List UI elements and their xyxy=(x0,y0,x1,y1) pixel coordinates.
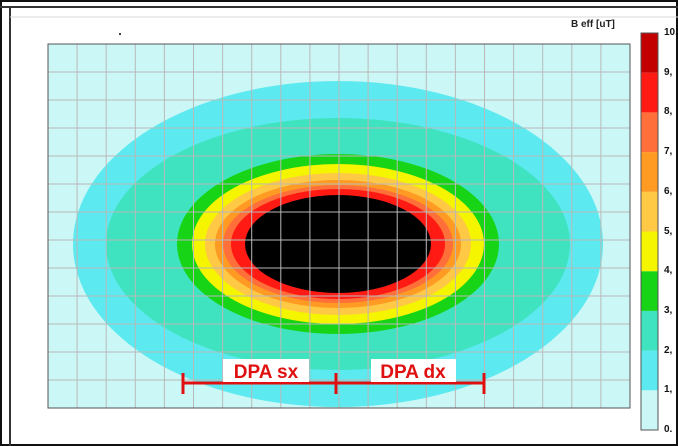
contour-layers xyxy=(73,81,603,407)
colorbar-tick-label: 0. xyxy=(664,424,673,435)
colorbar-band-9-10 xyxy=(641,33,658,73)
colorbar-band-8-9 xyxy=(641,72,658,113)
colorbar-tick-label: 10, xyxy=(664,27,678,38)
colorbar-band-2-3 xyxy=(641,310,658,351)
colorbar-tick-label: 9, xyxy=(664,66,673,78)
contour-level-10 xyxy=(245,195,431,293)
dpa-sx-label: DPA sx xyxy=(234,362,299,383)
colorbar-band-7-8 xyxy=(641,112,658,153)
colorbar-tick-label: 6, xyxy=(664,185,673,197)
dpa-dx-label: DPA dx xyxy=(380,362,446,383)
colorbar-border xyxy=(640,32,659,431)
colorbar-tick-label: 1, xyxy=(664,384,673,396)
colorbar-band-4-5 xyxy=(641,231,658,272)
colorbar-tick-label: 8, xyxy=(664,106,673,118)
dpa-dx-label-bg xyxy=(371,359,456,382)
colorbar-tick-label: 7, xyxy=(664,146,673,158)
colorbar-tick-label: 2, xyxy=(664,344,673,356)
colorbar-band-5-6 xyxy=(641,191,658,232)
colorbar-band-0-1 xyxy=(641,390,658,430)
colorbar-tick-label: 5, xyxy=(664,225,673,237)
grid-lines xyxy=(48,44,630,408)
dpa-annotations: DPA sx DPA dx xyxy=(181,359,486,394)
colorbar-unit-label: B eff [uT] xyxy=(571,19,615,30)
colorbar-band-1-2 xyxy=(641,350,658,391)
plot-area xyxy=(47,43,631,409)
colorbar-band-6-7 xyxy=(641,152,658,192)
colorbar xyxy=(641,33,658,430)
colorbar-tick-label: 4, xyxy=(664,265,673,277)
colorbar-band-3-4 xyxy=(641,271,658,311)
stray-dot xyxy=(119,33,121,35)
dpa-sx-label-bg xyxy=(223,359,309,382)
colorbar-tick-label: 3, xyxy=(664,304,673,316)
plot-border xyxy=(47,43,631,409)
